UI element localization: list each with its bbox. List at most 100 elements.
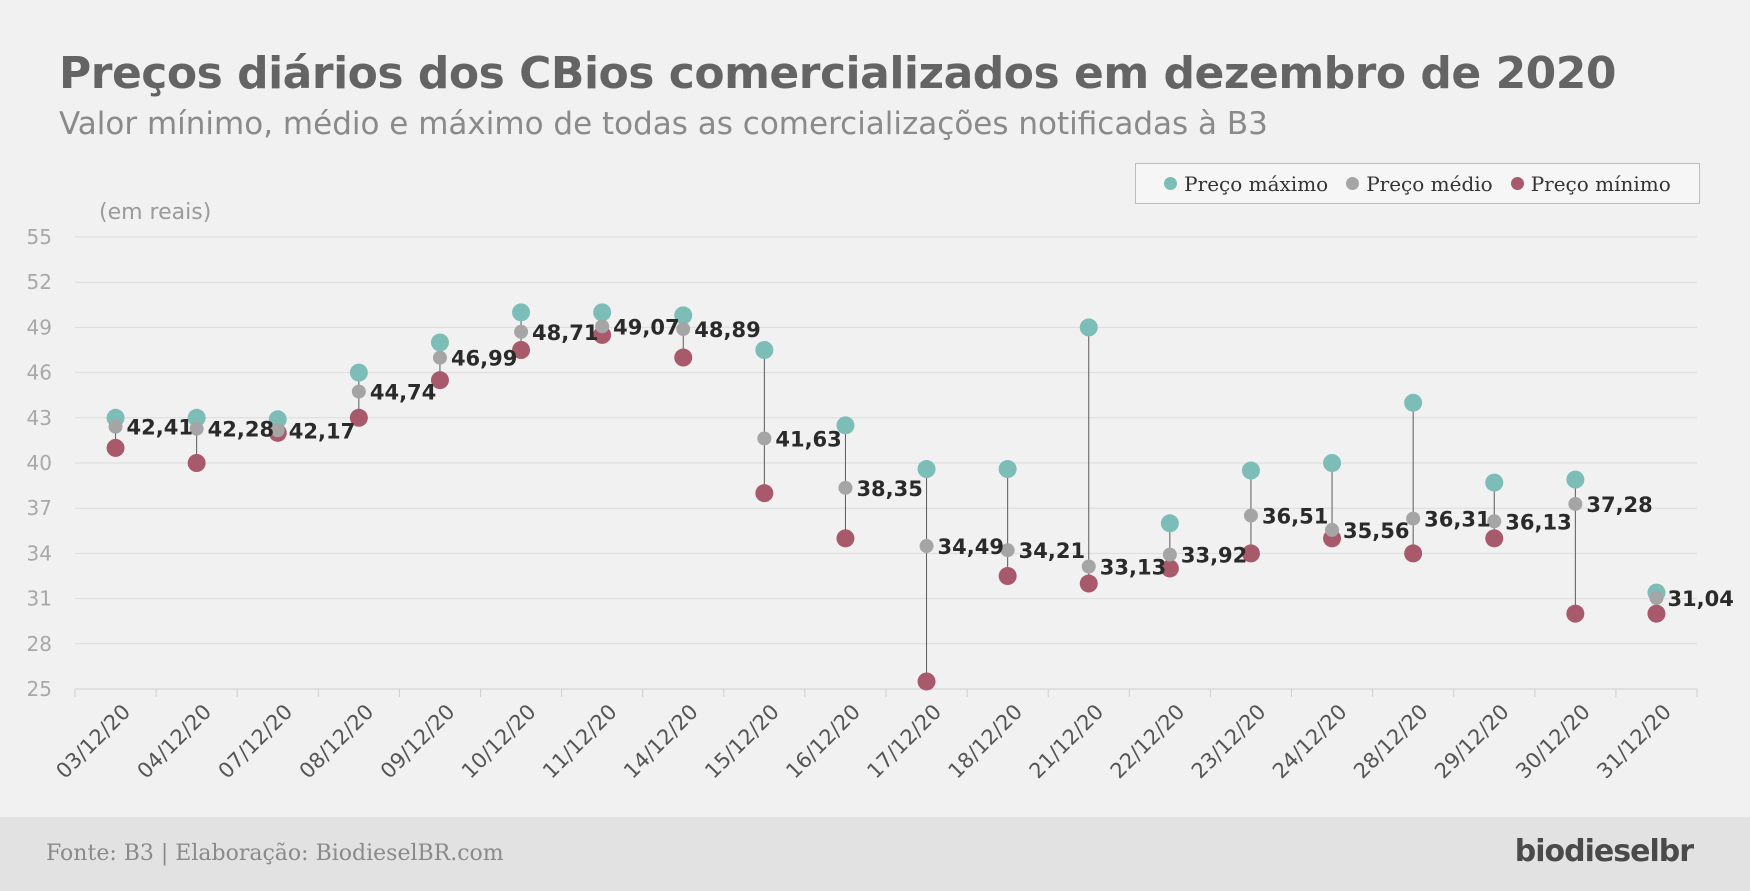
data-label-avg: 38,35 bbox=[856, 477, 922, 501]
data-label-avg: 31,04 bbox=[1667, 587, 1733, 611]
data-label-avg: 48,89 bbox=[694, 318, 760, 342]
x-tick-label: 18/12/20 bbox=[944, 700, 1028, 784]
data-label-avg: 35,56 bbox=[1343, 519, 1409, 543]
y-tick-label: 55 bbox=[27, 225, 52, 249]
data-label-avg: 33,92 bbox=[1181, 544, 1247, 568]
point-avg bbox=[1649, 590, 1664, 605]
brand-logo: biodieselbr bbox=[1514, 834, 1694, 869]
point-max bbox=[1485, 473, 1504, 492]
data-label-avg: 41,63 bbox=[775, 427, 841, 451]
point-max bbox=[593, 303, 612, 322]
x-tick-label: 14/12/20 bbox=[619, 700, 703, 784]
point-max bbox=[998, 460, 1017, 479]
x-tick-label: 15/12/20 bbox=[700, 700, 784, 784]
point-avg bbox=[1325, 522, 1340, 537]
data-label-avg: 48,71 bbox=[532, 321, 598, 345]
point-max bbox=[917, 460, 936, 479]
data-label-avg: 49,07 bbox=[613, 315, 679, 339]
legend-item-max: Preço máximo bbox=[1164, 172, 1328, 196]
legend-label-max: Preço máximo bbox=[1184, 171, 1329, 196]
point-max bbox=[755, 341, 774, 359]
legend-marker-max bbox=[1164, 177, 1178, 190]
x-tick-label: 24/12/20 bbox=[1268, 700, 1352, 784]
y-tick-label: 40 bbox=[27, 451, 52, 475]
point-max bbox=[187, 408, 206, 427]
data-label-avg: 36,31 bbox=[1424, 508, 1490, 532]
point-min bbox=[1647, 604, 1666, 623]
data-label-avg: 42,17 bbox=[289, 419, 355, 443]
point-avg bbox=[1243, 508, 1258, 523]
y-tick-label: 52 bbox=[27, 270, 52, 294]
point-max bbox=[1241, 461, 1260, 480]
point-min bbox=[512, 341, 531, 359]
point-min bbox=[755, 484, 774, 503]
point-avg bbox=[1081, 559, 1096, 574]
point-avg bbox=[919, 539, 934, 554]
data-label-avg: 44,74 bbox=[370, 381, 436, 405]
point-max bbox=[430, 333, 449, 352]
x-tick-label: 28/12/20 bbox=[1349, 700, 1433, 784]
point-max bbox=[674, 306, 693, 325]
data-label-avg: 46,99 bbox=[451, 347, 517, 371]
point-avg bbox=[1162, 547, 1177, 562]
chart-title: Preços diários dos CBios comercializados… bbox=[59, 48, 1617, 99]
point-avg bbox=[838, 480, 853, 495]
point-min bbox=[1566, 604, 1585, 623]
point-min bbox=[836, 529, 855, 548]
y-tick-label: 25 bbox=[27, 677, 52, 701]
point-max bbox=[512, 303, 531, 322]
x-tick-label: 30/12/20 bbox=[1511, 700, 1595, 784]
point-min bbox=[1485, 529, 1504, 548]
point-max bbox=[1404, 393, 1423, 412]
legend-label-avg: Preço médio bbox=[1366, 171, 1493, 196]
x-tick-label: 21/12/20 bbox=[1025, 700, 1109, 784]
point-avg bbox=[514, 324, 529, 339]
point-avg bbox=[270, 423, 285, 438]
point-avg bbox=[676, 322, 691, 337]
x-tick-label: 23/12/20 bbox=[1187, 700, 1271, 784]
point-min bbox=[1079, 574, 1098, 593]
point-min bbox=[187, 454, 206, 472]
legend-item-min: Preço mínimo bbox=[1510, 172, 1671, 196]
x-tick-label: 09/12/20 bbox=[376, 700, 460, 784]
point-min bbox=[106, 438, 125, 457]
y-tick-label: 28 bbox=[27, 632, 52, 656]
x-tick-label: 08/12/20 bbox=[295, 700, 379, 784]
x-tick-label: 07/12/20 bbox=[214, 700, 298, 784]
data-label-avg: 36,13 bbox=[1505, 510, 1571, 534]
legend-marker-avg bbox=[1346, 177, 1360, 190]
chart-subtitle: Valor mínimo, médio e máximo de todas as… bbox=[59, 106, 1268, 142]
y-tick-label: 31 bbox=[27, 587, 52, 611]
point-avg bbox=[1000, 543, 1015, 558]
data-label-avg: 34,49 bbox=[938, 535, 1004, 559]
point-min bbox=[917, 672, 936, 691]
y-tick-label: 46 bbox=[27, 361, 52, 385]
point-avg bbox=[1568, 496, 1583, 511]
point-min bbox=[1404, 544, 1423, 563]
point-max bbox=[836, 416, 855, 435]
x-tick-label: 17/12/20 bbox=[862, 700, 946, 784]
point-min bbox=[349, 408, 368, 427]
point-max bbox=[268, 410, 287, 429]
x-tick-label: 22/12/20 bbox=[1106, 700, 1190, 784]
point-max bbox=[1160, 514, 1179, 533]
source-credit: Fonte: B3 | Elaboração: BiodieselBR.com bbox=[46, 841, 504, 866]
point-avg bbox=[432, 350, 447, 365]
footer-bar: Fonte: B3 | Elaboração: BiodieselBR.com … bbox=[0, 817, 1750, 891]
y-tick-label: 43 bbox=[27, 406, 52, 430]
chart-svg: 25 28 31 34 37 40 43 46 49 52 55 03/12/2004/12/2007… bbox=[27, 225, 1734, 784]
x-tick-label: 04/12/20 bbox=[133, 700, 217, 784]
x-tick-label: 10/12/20 bbox=[457, 700, 541, 784]
point-max bbox=[1079, 318, 1098, 337]
point-max bbox=[349, 363, 368, 382]
legend-item-avg: Preço médio bbox=[1346, 172, 1493, 196]
point-avg bbox=[351, 384, 366, 399]
x-tick-label: 31/12/20 bbox=[1592, 700, 1676, 784]
x-tick-label: 16/12/20 bbox=[781, 700, 865, 784]
point-avg bbox=[189, 421, 204, 436]
point-avg bbox=[595, 319, 610, 334]
point-min bbox=[1241, 544, 1260, 563]
point-avg bbox=[1406, 511, 1421, 526]
point-max bbox=[1323, 454, 1342, 472]
